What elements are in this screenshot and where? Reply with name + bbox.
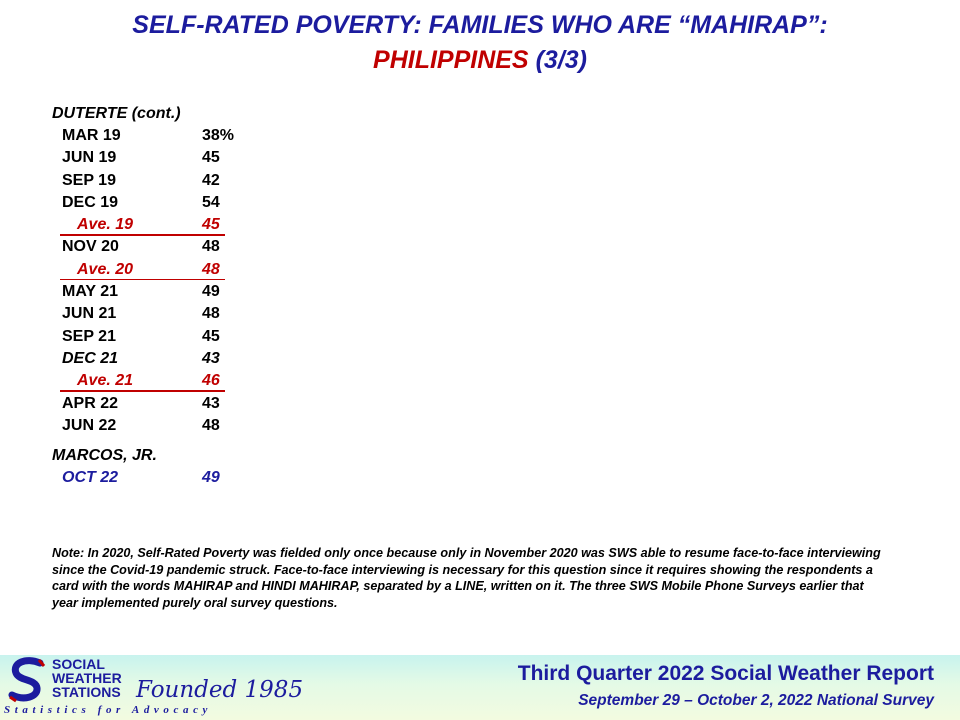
row-value: 46 xyxy=(202,372,220,390)
row-label: JUN 19 xyxy=(62,149,117,167)
row-label: JUN 22 xyxy=(62,416,117,434)
table-row: DEC 21 43 xyxy=(52,348,252,370)
table-row: APR 22 43 xyxy=(52,393,252,415)
row-value: 38% xyxy=(202,127,235,144)
table-row: OCT 22 49 xyxy=(52,467,252,489)
methodology-note: Note: In 2020, Self-Rated Poverty was fi… xyxy=(52,546,881,610)
duterte-heading: DUTERTE (cont.) xyxy=(52,105,181,122)
founded-label: Founded 1985 xyxy=(136,677,304,703)
row-value: 43 xyxy=(202,349,220,367)
logo-line-3: STATIONS xyxy=(52,684,121,700)
tagline: Statistics for Advocacy xyxy=(4,704,213,716)
row-value: 49 xyxy=(202,283,220,301)
marcos-heading: MARCOS, JR. xyxy=(52,447,157,465)
table-row: NOV 20 48 xyxy=(52,236,252,258)
row-value: 48 xyxy=(202,238,220,256)
logo-line-2: WEATHER xyxy=(52,670,122,686)
row-value: 48 xyxy=(202,416,220,434)
row-value: 48 xyxy=(202,305,220,323)
row-label: DEC 21 xyxy=(62,349,119,367)
table-row: DEC 19 54 xyxy=(52,192,252,214)
row-value: 48 xyxy=(202,260,220,278)
row-label: MAY 21 xyxy=(62,283,119,301)
row-label: APR 22 xyxy=(62,394,119,412)
table-row: SEP 19 42 xyxy=(52,170,252,192)
row-label: MAR 19 xyxy=(62,127,121,144)
row-value: 43 xyxy=(202,394,220,412)
table-row: JUN 21 48 xyxy=(52,303,252,325)
table-row: MAR 19 38% xyxy=(52,125,252,147)
row-value: 49 xyxy=(202,469,220,487)
slide-title: SELF-RATED POVERTY: FAMILIES WHO ARE “MA… xyxy=(0,8,960,78)
title-line-2: PHILIPPINES (3/3) xyxy=(0,43,960,78)
table-row: JUN 19 45 xyxy=(52,147,252,169)
row-value: 45 xyxy=(202,216,220,234)
logo-line-1: SOCIAL xyxy=(52,656,105,672)
table-row: MAY 21 49 xyxy=(52,281,252,303)
average-row: Ave. 21 46 xyxy=(52,370,252,392)
row-value: 45 xyxy=(202,149,220,167)
footer-banner: SOCIAL WEATHER STATIONS Founded 1985 Sta… xyxy=(0,655,960,720)
table-row: JUN 22 48 xyxy=(52,415,252,437)
row-label: Ave. 20 xyxy=(77,260,134,278)
row-label: NOV 20 xyxy=(62,238,119,256)
average-underline xyxy=(60,278,225,281)
sws-logo-icon xyxy=(8,657,46,703)
row-label: SEP 21 xyxy=(62,327,116,345)
average-underline xyxy=(60,390,225,392)
report-title: Third Quarter 2022 Social Weather Report xyxy=(517,662,934,685)
average-row: Ave. 19 45 xyxy=(52,214,252,236)
average-row: Ave. 20 48 xyxy=(52,259,252,281)
average-underline xyxy=(60,234,225,236)
row-value: 42 xyxy=(202,171,220,189)
row-value: 54 xyxy=(202,193,220,211)
title-line-1: SELF-RATED POVERTY: FAMILIES WHO ARE “MA… xyxy=(132,11,828,39)
row-label: OCT 22 xyxy=(62,469,119,487)
row-label: JUN 21 xyxy=(62,305,117,323)
title-country: PHILIPPINES xyxy=(373,46,529,74)
row-label: DEC 19 xyxy=(62,193,119,211)
row-label: Ave. 21 xyxy=(77,372,134,390)
sws-logo-text: SOCIAL WEATHER STATIONS xyxy=(52,657,122,699)
table-row: SEP 21 45 xyxy=(52,326,252,348)
title-part: (3/3) xyxy=(535,46,587,74)
row-label: SEP 19 xyxy=(62,171,116,189)
report-subtitle: September 29 – October 2, 2022 National … xyxy=(578,692,934,709)
row-value: 45 xyxy=(202,327,220,345)
poverty-table: DUTERTE (cont.) MAR 19 38% JUN 19 45 SEP 1… xyxy=(52,103,252,489)
row-label: Ave. 19 xyxy=(77,216,134,234)
